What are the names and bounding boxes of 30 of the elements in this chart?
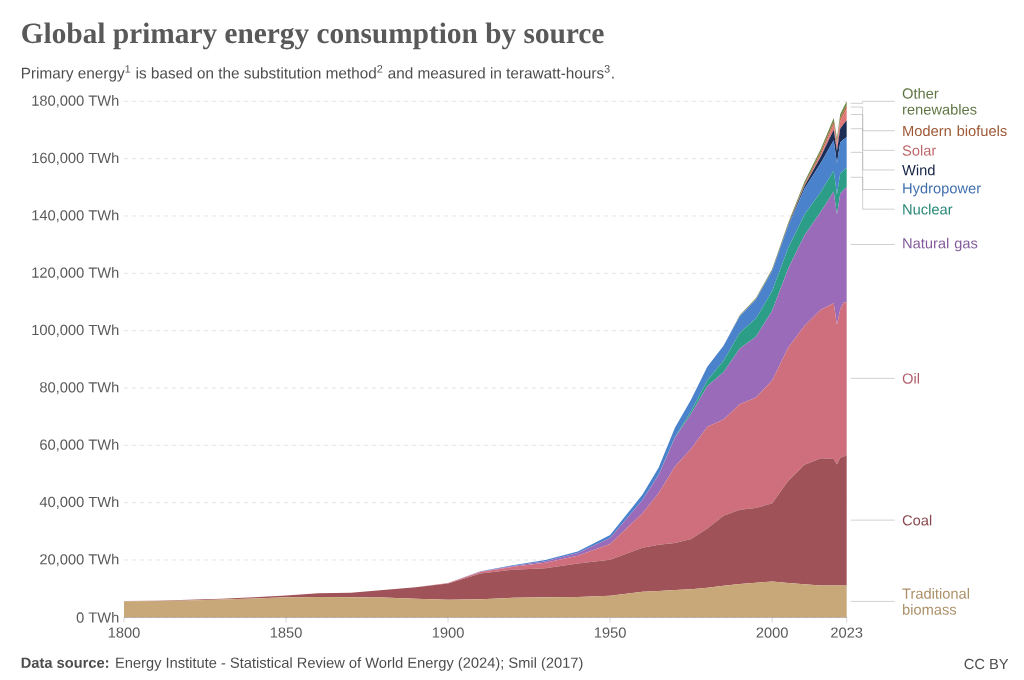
text: Hydropower bbox=[903, 182, 981, 197]
x-tick-label: 1800 bbox=[108, 627, 140, 638]
text: Solar bbox=[902, 144, 937, 156]
text: Wind bbox=[902, 164, 935, 176]
x-tick-label: 1950 bbox=[594, 627, 626, 638]
text: Oil bbox=[902, 373, 919, 384]
y-tick-label: 40,000 TWh bbox=[39, 496, 119, 509]
x-tick-label: 1850 bbox=[270, 627, 302, 638]
x-tick-label: 1900 bbox=[432, 627, 464, 638]
text: Natural gas bbox=[903, 237, 978, 252]
y-tick-label: 160,000 TWh bbox=[32, 152, 119, 165]
y-tick-label: 180,000 TWh bbox=[32, 95, 119, 108]
y-tick-label: 80,000 TWh bbox=[40, 381, 119, 395]
y-tick-label: 100,000 TWh bbox=[32, 324, 119, 337]
text: Data source: Energy Institute - Statistical Review of World Energy (2024); Smil (2017) bbox=[21, 657, 583, 671]
text: Traditional biomass bbox=[902, 588, 969, 615]
y-tick-label: 140,000 TWh bbox=[32, 209, 119, 223]
x-tick-label: 2000 bbox=[756, 627, 788, 638]
text: Nuclear bbox=[903, 203, 953, 215]
text: Other renewables bbox=[902, 87, 977, 115]
y-tick-label: 20,000 TWh bbox=[40, 553, 119, 567]
text: CC BY bbox=[964, 658, 1009, 670]
y-tick-label: 120,000 TWh bbox=[32, 267, 119, 280]
text: Modern biofuels bbox=[903, 125, 1007, 137]
x-tick-label: 2023 bbox=[831, 627, 863, 638]
chart-subtitle: Primary energy$^{1}$ is based on the substitution method$^{2}$ and measured in terawatt-hours$^{3}$. bbox=[21, 65, 614, 82]
chart-title: Global primary energy consumption by source bbox=[22, 22, 604, 50]
y-tick-label: 0 TWh bbox=[76, 611, 119, 623]
text: Coal bbox=[902, 514, 932, 526]
y-tick-label: 60,000 TWh bbox=[40, 439, 119, 452]
